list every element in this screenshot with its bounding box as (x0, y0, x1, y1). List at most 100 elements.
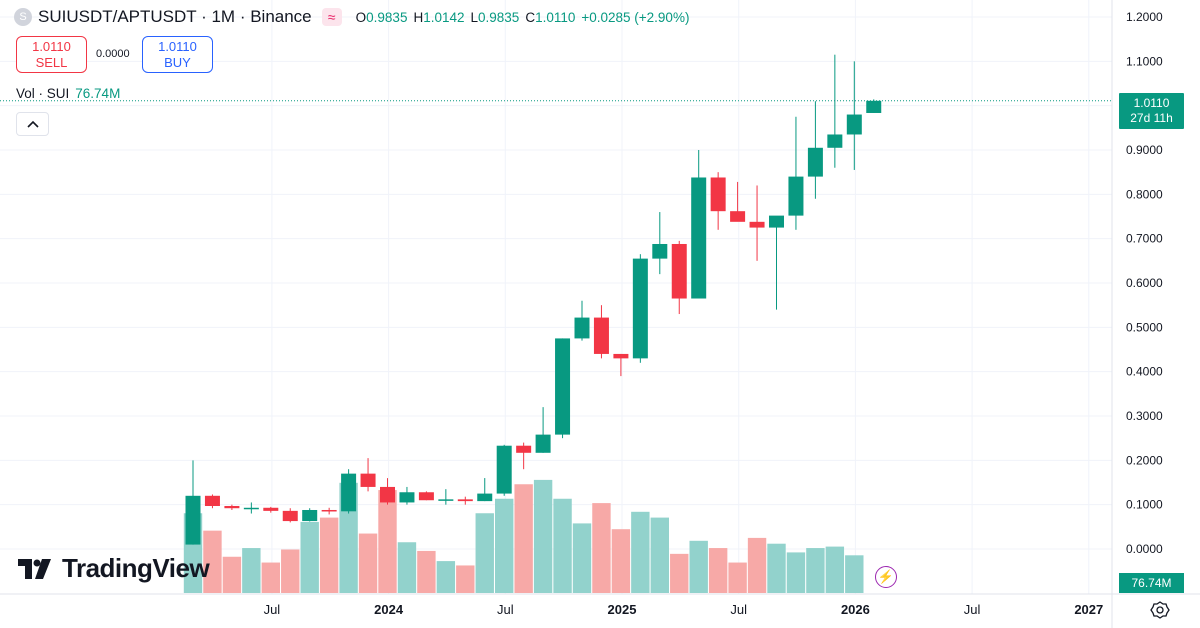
price-tick-label: 0.0000 (1126, 542, 1163, 556)
compare-icon[interactable]: ≈ (321, 8, 342, 26)
volume-bar (242, 548, 261, 593)
volume-bar (767, 543, 786, 593)
volume-bar (495, 498, 514, 593)
candle-body (652, 243, 668, 259)
volume-bar (533, 479, 553, 593)
candle-body (418, 492, 434, 501)
candle-body (496, 445, 512, 494)
close-value: C1.0110 (525, 9, 576, 25)
candle-body (457, 499, 473, 502)
chart-header: S SUIUSDT/APTUSDT · 1M · Binance ≈ O0.98… (14, 6, 689, 28)
volume-bar (689, 540, 708, 593)
volume-bar (203, 530, 222, 593)
brand-name: TradingView (62, 553, 210, 583)
volume-badge: 76.74M (1119, 573, 1184, 593)
volume-bar (845, 555, 864, 593)
time-axis[interactable]: Jul 2024 Jul 2025 Jul 2026 Jul 2027 (264, 602, 1104, 617)
time-tick-label: 2026 (841, 602, 870, 617)
volume-bar (708, 548, 728, 593)
candle-body (788, 176, 804, 216)
candles (185, 54, 882, 545)
price-tick-label: 1.1000 (1126, 54, 1163, 68)
collapse-legend-button[interactable] (16, 112, 49, 136)
volume-bar (300, 521, 319, 593)
volume-bar (475, 513, 494, 593)
open-value: O0.9835 (355, 9, 408, 25)
candle-body (691, 177, 707, 299)
candle-body (710, 177, 726, 212)
price-tick-label: 0.9000 (1126, 143, 1163, 157)
volume-bar (631, 511, 650, 593)
sell-button[interactable]: 1.0110 SELL (16, 36, 87, 73)
time-tick-label: 2025 (608, 602, 637, 617)
candle-body (632, 258, 648, 359)
volume-bar (378, 490, 397, 593)
candle-body (807, 147, 823, 177)
sell-price: 1.0110 (32, 38, 71, 54)
symbol-title[interactable]: SUIUSDT/APTUSDT · 1M · Binance (38, 7, 312, 26)
volume-bars (183, 479, 864, 593)
tradingview-logo[interactable]: TradingView (18, 553, 210, 584)
flash-icon[interactable]: ⚡ (875, 566, 897, 588)
price-axis[interactable]: 1.20001.10001.00000.90000.80000.70000.60… (1126, 10, 1163, 556)
bar-countdown: 27d 11h (1130, 111, 1173, 125)
chevron-up-icon (26, 120, 39, 128)
buy-label: BUY (164, 54, 191, 70)
volume-legend-label: Vol · SUI (16, 86, 70, 101)
time-tick-label: Jul (730, 602, 747, 617)
time-tick-label: 2027 (1074, 602, 1103, 617)
volume-bar (670, 553, 689, 593)
volume-bar (747, 537, 767, 593)
candle-body (769, 215, 784, 228)
volume-legend[interactable]: Vol · SUI 76.74M (16, 86, 120, 101)
candle-body (749, 221, 765, 228)
volume-bar (281, 549, 300, 593)
volume-bar (650, 517, 669, 593)
tradingview-logo-icon (18, 558, 51, 579)
candle-body (263, 507, 279, 511)
change-value: +0.0285 (+2.90%) (581, 9, 690, 25)
candle-body (321, 509, 337, 512)
candle-body (380, 486, 395, 503)
candle-body (827, 134, 843, 148)
volume-bar (592, 503, 611, 593)
time-tick-label: Jul (497, 602, 514, 617)
volume-bar (825, 546, 845, 593)
candle-body (204, 495, 220, 506)
time-tick-label: 2024 (374, 602, 404, 617)
candle-body (866, 100, 882, 113)
volume-bar (728, 562, 747, 593)
volume-bar (786, 552, 806, 593)
time-tick-label: Jul (264, 602, 281, 617)
volume-bar (456, 565, 475, 593)
volume-bar (358, 533, 378, 593)
candle-body (593, 317, 609, 354)
candle-body (555, 338, 571, 435)
candle-body (516, 445, 532, 453)
candle-body (399, 492, 415, 503)
volume-bar (319, 517, 339, 593)
candle-body (224, 505, 240, 509)
candle-body (846, 114, 862, 135)
buy-button[interactable]: 1.0110 BUY (142, 36, 213, 73)
volume-bar (572, 523, 592, 593)
settings-icon[interactable] (1150, 600, 1170, 620)
volume-bar (261, 562, 280, 593)
last-price-badge: 1.0110 27d 11h (1119, 93, 1184, 129)
price-tick-label: 0.6000 (1126, 276, 1163, 290)
volume-bar (514, 484, 533, 593)
high-value: H1.0142 (413, 9, 465, 25)
volume-bar (436, 561, 456, 593)
candle-body (360, 473, 376, 487)
candle-body (302, 509, 318, 522)
time-tick-label: Jul (964, 602, 981, 617)
volume-bar (553, 498, 572, 593)
volume-bar (222, 556, 242, 593)
candle-body (243, 507, 259, 510)
price-tick-label: 0.3000 (1126, 409, 1163, 423)
price-tick-label: 0.8000 (1126, 187, 1163, 201)
candle-body (282, 510, 298, 522)
volume-bar (417, 550, 436, 593)
volume-bar (397, 542, 417, 593)
